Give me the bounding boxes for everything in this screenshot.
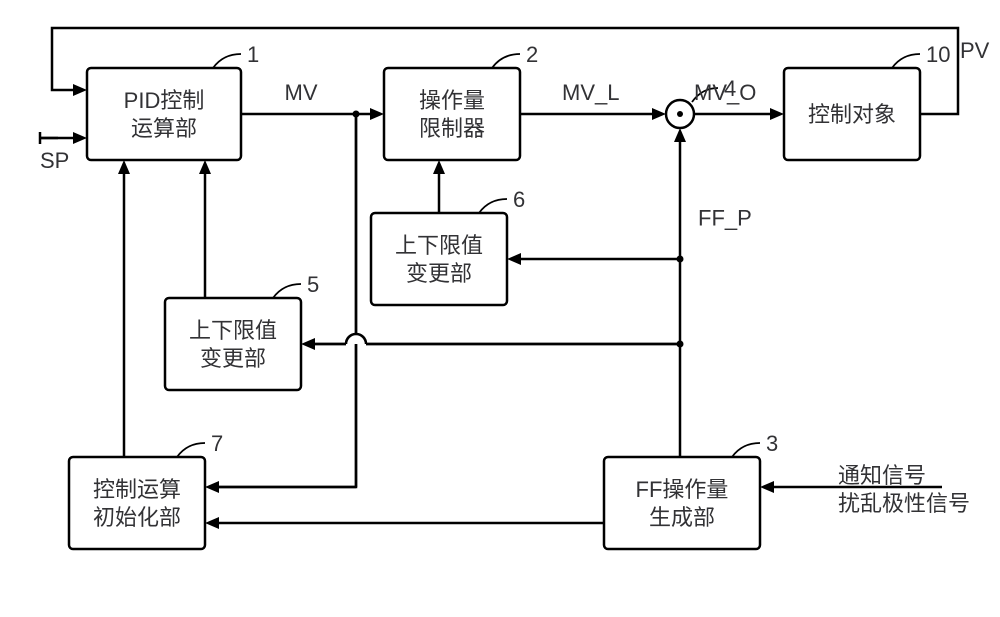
label-pv: PV — [960, 38, 990, 63]
block-b1-line1: PID控制 — [124, 88, 205, 113]
block-b3 — [604, 457, 760, 549]
arrowhead — [73, 84, 87, 96]
block-b3-line1: FF操作量 — [636, 477, 729, 502]
block-b7 — [69, 457, 205, 549]
block-b10-id: 10 — [926, 42, 950, 67]
block-b3-leader — [732, 443, 760, 457]
arrowhead — [370, 108, 384, 120]
block-b7-line2: 初始化部 — [93, 505, 181, 530]
block-b1 — [87, 68, 241, 160]
label-ff-p: FF_P — [698, 206, 752, 231]
arrowhead — [433, 160, 445, 174]
arrowhead — [118, 160, 130, 174]
block-b5-id: 5 — [307, 272, 319, 297]
block-b6-line1: 上下限值 — [395, 233, 483, 258]
block-b3-line2: 生成部 — [649, 505, 715, 530]
arrowhead — [205, 481, 219, 493]
arrowhead — [674, 128, 686, 142]
block-b6 — [371, 213, 507, 305]
block-b2 — [384, 68, 520, 160]
label-disturb: 扰乱极性信号 — [838, 491, 970, 516]
block-b2-id: 2 — [526, 42, 538, 67]
arrowhead — [507, 253, 521, 265]
block-b5-line2: 变更部 — [200, 346, 266, 371]
sum-node-dot — [677, 111, 683, 117]
arrowhead — [770, 108, 784, 120]
label-notify: 通知信号 — [838, 463, 926, 488]
label-mv-o: MV_O — [694, 80, 756, 105]
block-b2-line2: 限制器 — [419, 116, 485, 141]
block-b5-leader — [273, 284, 301, 298]
arrowhead — [205, 517, 219, 529]
arrowhead — [199, 160, 211, 174]
block-b1-line2: 运算部 — [131, 116, 197, 141]
block-b6-line2: 变更部 — [406, 261, 472, 286]
label-mv-l: MV_L — [562, 80, 619, 105]
block-b1-id: 1 — [247, 42, 259, 67]
block-b1-leader — [213, 54, 241, 68]
label-mv: MV — [285, 80, 318, 105]
block-b10-line1: 控制对象 — [808, 102, 896, 127]
arrowhead — [301, 338, 315, 350]
arrowhead — [73, 132, 87, 144]
arrowhead — [652, 108, 666, 120]
block-b6-id: 6 — [513, 187, 525, 212]
arrowhead — [760, 481, 774, 493]
label-sp: SP — [40, 148, 69, 173]
block-b7-leader — [177, 443, 205, 457]
wire-hop-top — [346, 334, 366, 344]
block-b10-leader — [892, 54, 920, 68]
block-b3-id: 3 — [766, 431, 778, 456]
block-b5 — [165, 298, 301, 390]
block-b6-leader — [479, 199, 507, 213]
block-b2-leader — [492, 54, 520, 68]
block-b7-line1: 控制运算 — [93, 477, 181, 502]
junction — [677, 256, 684, 263]
block-b5-line1: 上下限值 — [189, 318, 277, 343]
block-b7-id: 7 — [211, 431, 223, 456]
block-b2-line1: 操作量 — [419, 88, 485, 113]
